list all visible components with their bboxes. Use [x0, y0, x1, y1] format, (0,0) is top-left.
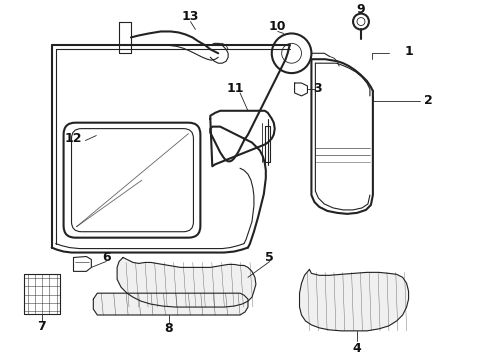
Text: 8: 8: [164, 322, 173, 336]
Text: 5: 5: [266, 251, 274, 264]
Text: 7: 7: [37, 320, 46, 333]
Text: 12: 12: [65, 132, 82, 145]
Text: 11: 11: [226, 82, 244, 95]
Text: 3: 3: [313, 82, 321, 95]
Polygon shape: [93, 293, 248, 315]
Text: 13: 13: [182, 10, 199, 23]
Text: 1: 1: [404, 45, 413, 58]
Text: 6: 6: [102, 251, 111, 264]
Polygon shape: [299, 269, 409, 331]
Text: 10: 10: [269, 20, 287, 33]
Text: 4: 4: [353, 342, 362, 355]
Polygon shape: [117, 257, 256, 307]
Text: 2: 2: [424, 94, 433, 107]
Text: 9: 9: [357, 3, 366, 16]
